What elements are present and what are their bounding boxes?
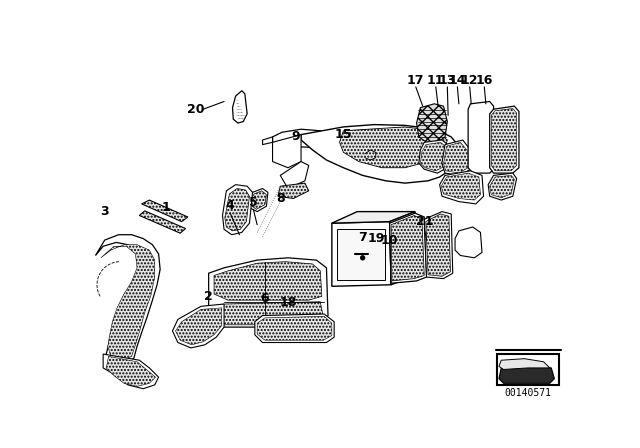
Polygon shape <box>257 316 332 340</box>
Text: 15: 15 <box>335 128 352 141</box>
Polygon shape <box>172 304 224 348</box>
Text: 3: 3 <box>100 205 109 218</box>
Text: 14: 14 <box>449 74 466 87</box>
Text: 13: 13 <box>438 74 456 87</box>
Polygon shape <box>337 229 385 280</box>
Polygon shape <box>440 171 484 204</box>
Polygon shape <box>455 227 482 258</box>
Text: 00140571: 00140571 <box>505 388 552 397</box>
Polygon shape <box>141 200 188 222</box>
Text: 12: 12 <box>461 74 479 87</box>
Text: 20: 20 <box>187 103 204 116</box>
Polygon shape <box>273 129 340 148</box>
Polygon shape <box>262 137 273 145</box>
Polygon shape <box>251 191 266 209</box>
Polygon shape <box>424 211 452 279</box>
Text: 17: 17 <box>407 74 424 87</box>
Polygon shape <box>211 302 324 325</box>
Polygon shape <box>214 262 322 300</box>
Polygon shape <box>340 127 447 168</box>
Text: 6: 6 <box>260 292 269 305</box>
Polygon shape <box>390 211 417 285</box>
Polygon shape <box>209 258 328 327</box>
Polygon shape <box>223 185 253 235</box>
Polygon shape <box>488 173 516 200</box>
Polygon shape <box>490 176 515 198</box>
Polygon shape <box>250 189 268 211</box>
Text: 9: 9 <box>291 130 300 143</box>
Polygon shape <box>332 222 391 286</box>
Text: 16: 16 <box>476 74 493 87</box>
Polygon shape <box>278 183 308 198</box>
Text: 8: 8 <box>276 192 285 205</box>
Polygon shape <box>301 125 459 183</box>
Circle shape <box>360 255 365 260</box>
Polygon shape <box>441 173 481 200</box>
Polygon shape <box>103 354 159 389</box>
Polygon shape <box>420 142 447 171</box>
Polygon shape <box>390 213 427 283</box>
Text: 7: 7 <box>358 231 367 244</box>
Polygon shape <box>175 308 221 345</box>
Polygon shape <box>106 356 156 386</box>
Text: 11: 11 <box>427 74 445 87</box>
Polygon shape <box>444 142 468 173</box>
Text: 2: 2 <box>204 290 213 303</box>
Text: 4: 4 <box>226 199 235 212</box>
Polygon shape <box>497 354 559 385</box>
Polygon shape <box>95 235 160 366</box>
Text: 10: 10 <box>381 233 398 246</box>
Polygon shape <box>499 366 554 383</box>
Polygon shape <box>468 102 495 173</box>
Bar <box>382 145 397 155</box>
Polygon shape <box>499 359 550 370</box>
Text: 19: 19 <box>368 232 385 245</box>
Polygon shape <box>280 162 308 189</box>
Polygon shape <box>391 215 424 281</box>
Polygon shape <box>332 211 415 223</box>
Polygon shape <box>225 189 250 231</box>
Text: 5: 5 <box>249 196 258 209</box>
Polygon shape <box>492 108 516 171</box>
Polygon shape <box>273 134 301 168</box>
Polygon shape <box>417 104 447 142</box>
Polygon shape <box>255 314 334 343</box>
Polygon shape <box>140 211 186 233</box>
Text: 1: 1 <box>162 201 171 214</box>
Polygon shape <box>490 106 519 173</box>
Polygon shape <box>419 140 450 173</box>
Polygon shape <box>232 90 247 123</box>
Text: 21: 21 <box>415 215 433 228</box>
Polygon shape <box>426 214 451 276</box>
Polygon shape <box>442 140 470 176</box>
Text: 18: 18 <box>279 296 297 309</box>
Polygon shape <box>101 245 155 360</box>
